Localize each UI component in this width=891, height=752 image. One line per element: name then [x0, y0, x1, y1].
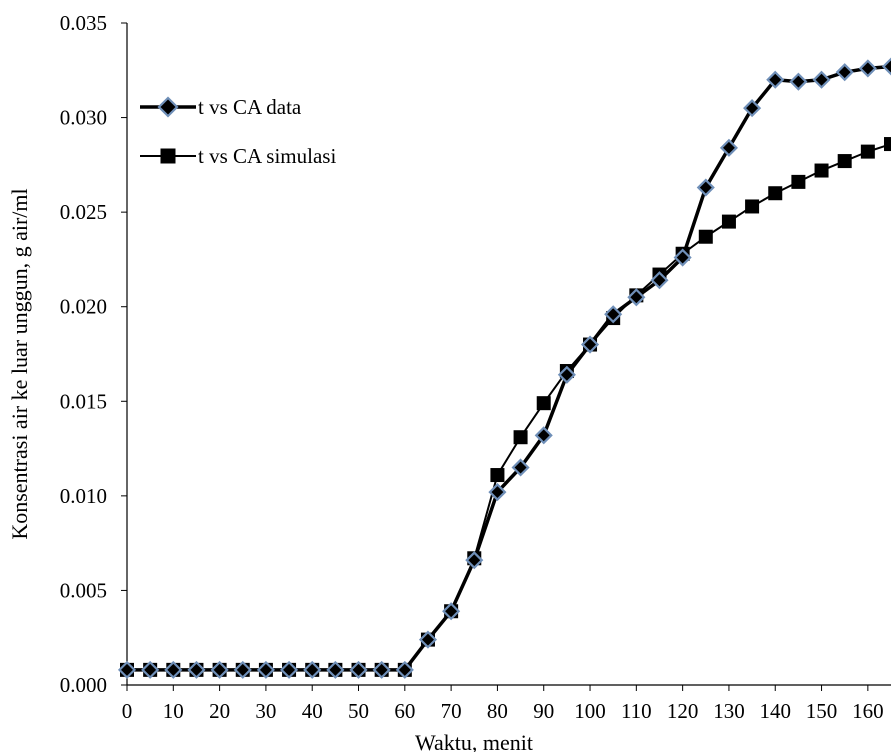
x-tick-label: 150: [806, 699, 838, 723]
series-0-point-14: [442, 602, 461, 621]
series-0-point-6: [256, 660, 275, 679]
legend: t vs CA data t vs CA simulasi: [140, 95, 336, 168]
series-1-point-27: [745, 199, 760, 214]
series-0-point-2: [164, 660, 183, 679]
series-0-point-19: [557, 365, 576, 384]
x-tick-label: 0: [122, 699, 133, 723]
plot-background: [127, 23, 891, 685]
series-0-line: [127, 64, 891, 672]
legend-item-1: t vs CA simulasi: [140, 144, 336, 168]
series-0-point-13: [418, 630, 438, 649]
x-tick-label: 140: [759, 699, 791, 723]
y-tick-label: 0.010: [60, 484, 107, 508]
series-1-point-30: [814, 163, 829, 178]
series-0-point-15: [465, 551, 484, 570]
series-0-point-20: [580, 335, 600, 354]
series-0-point-32: [858, 59, 877, 78]
y-tick-label: 0.005: [60, 578, 107, 602]
series-0-point-30: [812, 70, 831, 89]
series-0-point-18: [534, 426, 553, 445]
series-0-point-7: [280, 660, 299, 679]
y-tick-label: 0.000: [60, 673, 107, 697]
x-tick-label: 10: [163, 699, 184, 723]
series-1-point-31: [837, 154, 852, 169]
series-0-point-21: [604, 305, 623, 324]
series-0-point-1: [141, 660, 160, 679]
x-tick-label: 90: [533, 699, 554, 723]
x-tick-label: 70: [441, 699, 462, 723]
legend-label-0: t vs CA data: [198, 95, 302, 119]
legend-label-1: t vs CA simulasi: [198, 144, 336, 168]
series-1-point-legend: [160, 148, 176, 164]
series-0-point-33: [881, 57, 891, 76]
series-1-point-29: [791, 174, 806, 189]
series-0-point-16: [488, 483, 507, 502]
series-1-point-18: [536, 396, 551, 411]
series-1-point-28: [768, 186, 783, 201]
x-tick-label: 160: [852, 699, 884, 723]
x-tick-label: 40: [302, 699, 323, 723]
y-tick-label: 0.020: [60, 295, 107, 319]
series-0-point-4: [210, 660, 229, 679]
series-0-point-24: [673, 248, 692, 267]
series-layer: [117, 57, 891, 679]
series-0-point-8: [303, 660, 322, 679]
plot-area: [127, 23, 891, 685]
series-0-point-25: [696, 178, 715, 197]
series-1-point-26: [721, 214, 736, 229]
x-axis-title: Waktu, menit: [415, 730, 533, 752]
series-0-point-10: [349, 660, 368, 679]
series-0-point-0: [117, 660, 137, 679]
x-tick-label: 50: [348, 699, 369, 723]
x-tick-label: 80: [487, 699, 508, 723]
series-0-point-27: [743, 99, 762, 118]
y-tick-label: 0.015: [60, 389, 107, 413]
y-tick-label: 0.025: [60, 200, 107, 224]
series-1-point-16: [490, 468, 505, 483]
series-0-point-12: [395, 660, 414, 679]
y-axis-title: Konsentrasi air ke luar unggun, g air/ml: [7, 188, 32, 539]
series-0-point-23: [650, 271, 669, 290]
x-tick-label: 20: [209, 699, 230, 723]
x-tick-label: 110: [621, 699, 652, 723]
series-0-point-17: [511, 458, 530, 477]
series-0-point-5: [233, 660, 252, 679]
axes: 0.000 0.005 0.010 0.015 0.020 0.025 0.030 0.035…: [60, 11, 891, 723]
series-0-point-9: [326, 660, 345, 679]
series-0-point-11: [372, 660, 391, 679]
series-0-point-29: [789, 72, 808, 91]
series-1-point-17: [513, 430, 528, 445]
series-1-point-33: [884, 137, 891, 152]
legend-item-0: t vs CA data: [140, 95, 302, 119]
y-tick-label: 0.030: [60, 106, 107, 130]
series-0-point-26: [719, 138, 738, 157]
series-0-point-22: [627, 288, 646, 307]
series-0-point-legend: [157, 96, 179, 118]
series-1-point-25: [698, 229, 713, 244]
x-tick-label: 120: [667, 699, 699, 723]
series-0-point-28: [766, 70, 785, 89]
y-tick-label: 0.035: [60, 11, 107, 35]
series-1-point-32: [860, 144, 875, 159]
series-0: [117, 57, 891, 679]
x-tick-label: 60: [394, 699, 415, 723]
x-tick-label: 100: [574, 699, 606, 723]
series-0-point-31: [835, 63, 854, 82]
x-tick-label: 130: [713, 699, 745, 723]
x-tick-label: 30: [255, 699, 276, 723]
series-0-point-3: [187, 660, 206, 679]
